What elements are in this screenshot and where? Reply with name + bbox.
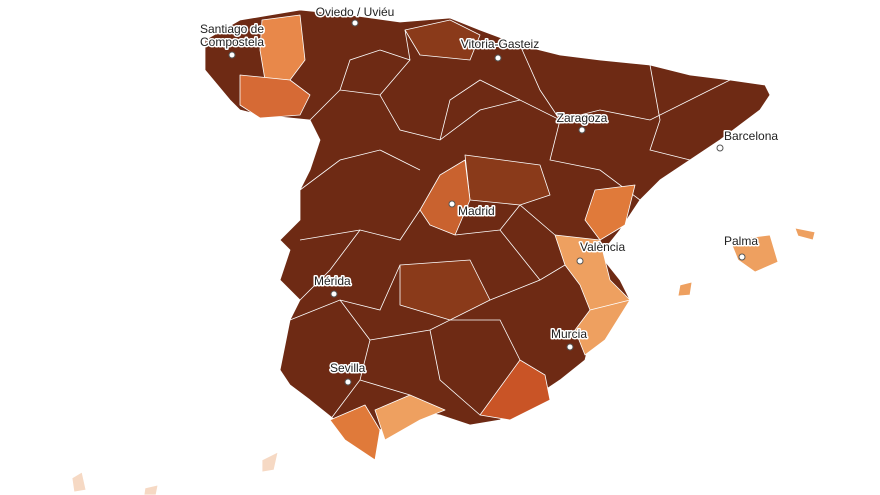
city-dot [494,54,502,62]
city-dot [344,378,352,386]
city-dot [716,144,724,152]
city-dot [738,253,746,261]
city-dot [228,51,236,59]
ourense [239,74,311,119]
city-dot [578,126,586,134]
almeria [479,359,551,421]
ciudad-real [399,259,491,321]
city-label: Murcia [551,327,587,341]
city-label: Compostela [200,35,264,49]
city-label: Barcelona [724,129,778,143]
city-label: Zaragoza [557,111,608,125]
menorca [794,227,816,241]
city-dot [448,200,456,208]
city-label: Oviedo / Uviéu [316,5,395,19]
madrid [419,159,471,236]
city-dot [576,257,584,265]
provinces [71,9,816,495]
city-label: Madrid [458,204,495,218]
city-dot [566,343,574,351]
malaga [374,394,446,441]
canary-islands [261,451,279,473]
city-dot [330,290,338,298]
city-label: Santiago de [200,22,264,36]
canary-islands [71,471,87,493]
city-label: Vitoria-Gasteiz [461,37,539,51]
mainland [204,9,771,461]
ibiza [677,281,693,297]
basque-country [404,19,481,61]
castellon [584,184,636,241]
cadiz [329,404,381,461]
city-dot [351,19,359,27]
city-label: Sevilla [330,361,366,375]
city-label: Palma [724,234,758,248]
mallorca [729,234,779,273]
alicante [574,299,631,356]
province-borders [289,29,731,421]
city-label: València [580,240,625,254]
city-label: Mérida [314,274,351,288]
canary-islands [143,484,159,495]
